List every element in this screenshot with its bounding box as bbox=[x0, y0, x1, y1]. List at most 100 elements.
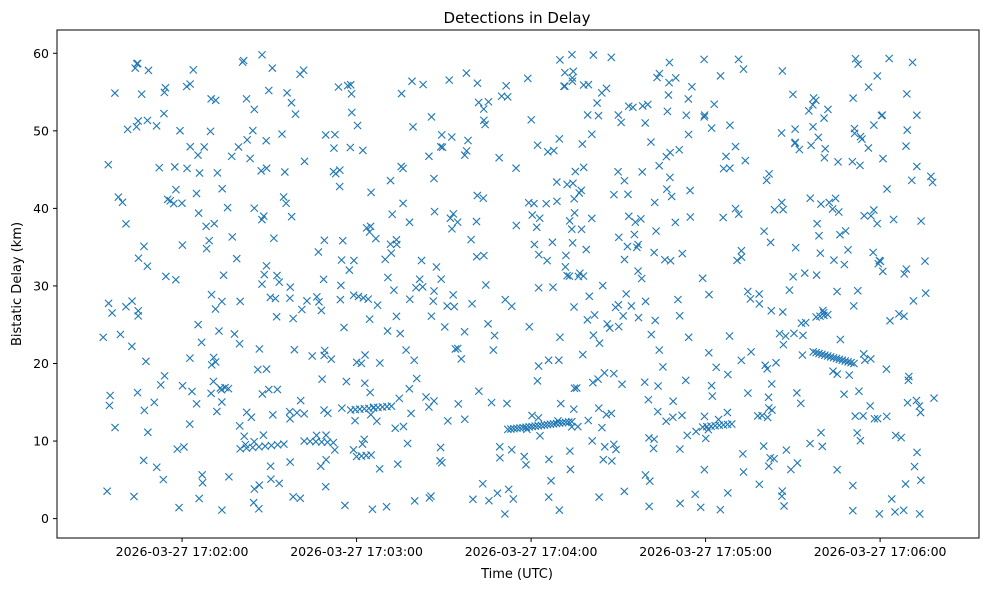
detection-marker bbox=[675, 311, 684, 320]
detection-marker bbox=[133, 388, 142, 397]
detection-marker bbox=[525, 322, 534, 331]
detection-marker bbox=[205, 236, 214, 245]
detection-marker bbox=[684, 333, 693, 342]
detection-marker bbox=[840, 260, 849, 269]
detection-marker bbox=[110, 89, 119, 98]
detection-marker bbox=[443, 416, 452, 425]
detection-marker bbox=[445, 76, 454, 85]
detection-marker bbox=[572, 383, 581, 392]
detection-marker bbox=[217, 397, 226, 406]
detection-marker bbox=[798, 331, 807, 340]
detection-marker bbox=[840, 390, 849, 399]
detection-marker bbox=[555, 506, 564, 515]
detection-marker bbox=[585, 292, 594, 301]
detection-marker bbox=[197, 338, 206, 347]
detection-marker bbox=[297, 305, 306, 314]
detection-marker bbox=[600, 442, 609, 451]
detection-marker bbox=[704, 290, 713, 299]
detection-marker bbox=[798, 351, 807, 360]
detection-marker bbox=[870, 414, 879, 423]
detection-marker bbox=[820, 351, 829, 360]
detection-marker bbox=[127, 342, 136, 351]
detection-marker bbox=[655, 69, 664, 78]
detection-marker bbox=[367, 451, 376, 460]
detection-marker bbox=[410, 356, 419, 365]
detection-marker bbox=[593, 99, 602, 108]
detection-marker bbox=[678, 411, 686, 420]
detection-marker bbox=[418, 282, 427, 291]
detection-marker bbox=[211, 96, 220, 105]
detection-marker bbox=[321, 482, 330, 491]
detection-marker bbox=[841, 357, 850, 365]
detection-marker bbox=[312, 292, 321, 301]
detection-marker bbox=[171, 275, 180, 284]
detection-marker bbox=[667, 192, 676, 201]
detection-marker bbox=[809, 122, 817, 131]
detection-marker bbox=[624, 212, 633, 221]
detection-marker bbox=[570, 303, 578, 311]
detection-marker bbox=[211, 305, 220, 314]
detection-marker bbox=[851, 54, 860, 63]
detection-marker bbox=[826, 352, 835, 361]
detection-marker bbox=[568, 238, 577, 247]
detection-marker bbox=[364, 295, 373, 304]
detection-marker bbox=[312, 431, 321, 440]
detection-marker bbox=[835, 355, 844, 364]
detection-marker bbox=[206, 127, 215, 136]
detection-marker bbox=[194, 151, 202, 160]
detection-marker bbox=[548, 283, 557, 292]
detection-marker bbox=[777, 198, 786, 207]
detection-marker bbox=[816, 200, 825, 209]
detection-marker bbox=[329, 438, 338, 447]
detection-marker bbox=[217, 297, 226, 306]
detection-marker bbox=[317, 306, 326, 315]
detection-marker bbox=[725, 121, 734, 130]
detection-marker bbox=[367, 188, 376, 197]
detection-marker bbox=[150, 398, 159, 407]
detection-marker bbox=[848, 506, 857, 515]
x-tick-label: 2026-03-27 17:06:00 bbox=[814, 544, 947, 559]
detection-marker bbox=[691, 490, 700, 499]
detection-marker bbox=[719, 213, 728, 222]
detection-marker bbox=[800, 269, 809, 278]
detection-marker bbox=[686, 186, 695, 195]
detection-marker bbox=[527, 115, 536, 124]
detection-marker bbox=[155, 163, 164, 172]
detection-marker bbox=[159, 475, 168, 484]
detection-marker bbox=[665, 78, 674, 87]
detection-marker bbox=[354, 292, 363, 301]
detection-marker bbox=[573, 422, 582, 431]
detection-marker bbox=[262, 136, 271, 145]
detection-marker bbox=[902, 142, 910, 151]
detection-marker bbox=[128, 297, 137, 306]
detection-marker bbox=[594, 404, 603, 413]
detection-marker bbox=[612, 445, 621, 454]
detection-marker bbox=[143, 116, 152, 125]
y-tick-label: 60 bbox=[33, 46, 49, 61]
detection-marker bbox=[132, 122, 141, 131]
detection-marker bbox=[755, 299, 764, 308]
detection-marker bbox=[243, 135, 252, 144]
detection-marker bbox=[654, 382, 663, 390]
detection-marker bbox=[443, 301, 452, 310]
detection-marker bbox=[286, 414, 295, 423]
detection-marker bbox=[565, 216, 574, 225]
detection-marker bbox=[427, 312, 436, 321]
detection-marker bbox=[665, 173, 674, 182]
detection-marker bbox=[684, 94, 693, 103]
detection-marker bbox=[429, 297, 438, 306]
detection-marker bbox=[327, 355, 336, 364]
detection-marker bbox=[268, 410, 277, 419]
y-axis-label: Bistatic Delay (km) bbox=[10, 222, 25, 346]
detection-marker bbox=[614, 111, 623, 120]
detection-marker bbox=[299, 66, 308, 75]
detection-marker bbox=[605, 324, 614, 333]
detection-marker bbox=[250, 484, 259, 493]
detection-marker bbox=[450, 302, 459, 311]
detection-marker bbox=[176, 126, 184, 135]
detection-marker bbox=[405, 384, 414, 393]
detection-marker bbox=[782, 446, 791, 455]
detection-marker bbox=[331, 169, 340, 178]
detection-marker bbox=[649, 444, 658, 453]
detection-marker bbox=[544, 493, 553, 502]
